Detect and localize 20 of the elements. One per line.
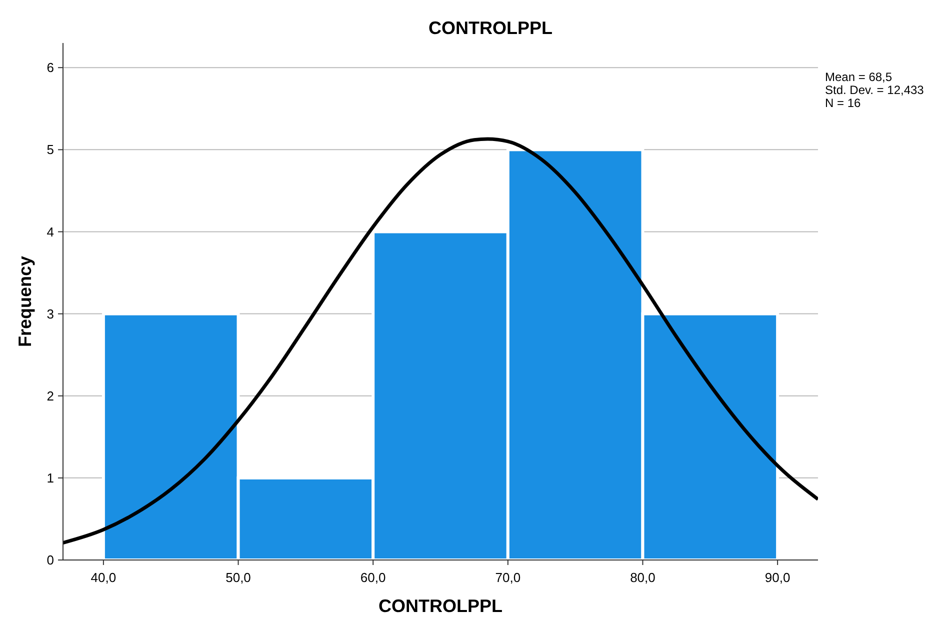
- y-tick-label: 0: [46, 552, 54, 568]
- y-tick-label: 6: [46, 60, 54, 76]
- text: Mean = 68,5: [825, 70, 892, 84]
- chart-title: CONTROLPPL: [428, 18, 552, 38]
- y-tick-label: 1: [46, 470, 54, 486]
- x-tick-label: 60,0: [360, 570, 386, 585]
- y-tick-label: 3: [46, 306, 54, 322]
- x-tick-label: 70,0: [495, 570, 521, 585]
- y-axis-title: Frequency: [15, 256, 35, 348]
- x-tick-label: 40,0: [90, 570, 116, 585]
- y-tick-label: 5: [46, 142, 54, 158]
- x-tick-label: 50,0: [226, 570, 251, 585]
- text: N = 16: [825, 96, 862, 110]
- x-tick-label: 80,0: [630, 570, 656, 585]
- line-series: [63, 137, 818, 545]
- y-tick-label: 4: [46, 224, 54, 240]
- y-tick-label: 2: [46, 388, 54, 404]
- x-axis-title: CONTROLPPL: [378, 596, 502, 616]
- text: Std. Dev. = 12,433: [825, 83, 924, 97]
- x-tick-label: 90,0: [764, 570, 790, 585]
